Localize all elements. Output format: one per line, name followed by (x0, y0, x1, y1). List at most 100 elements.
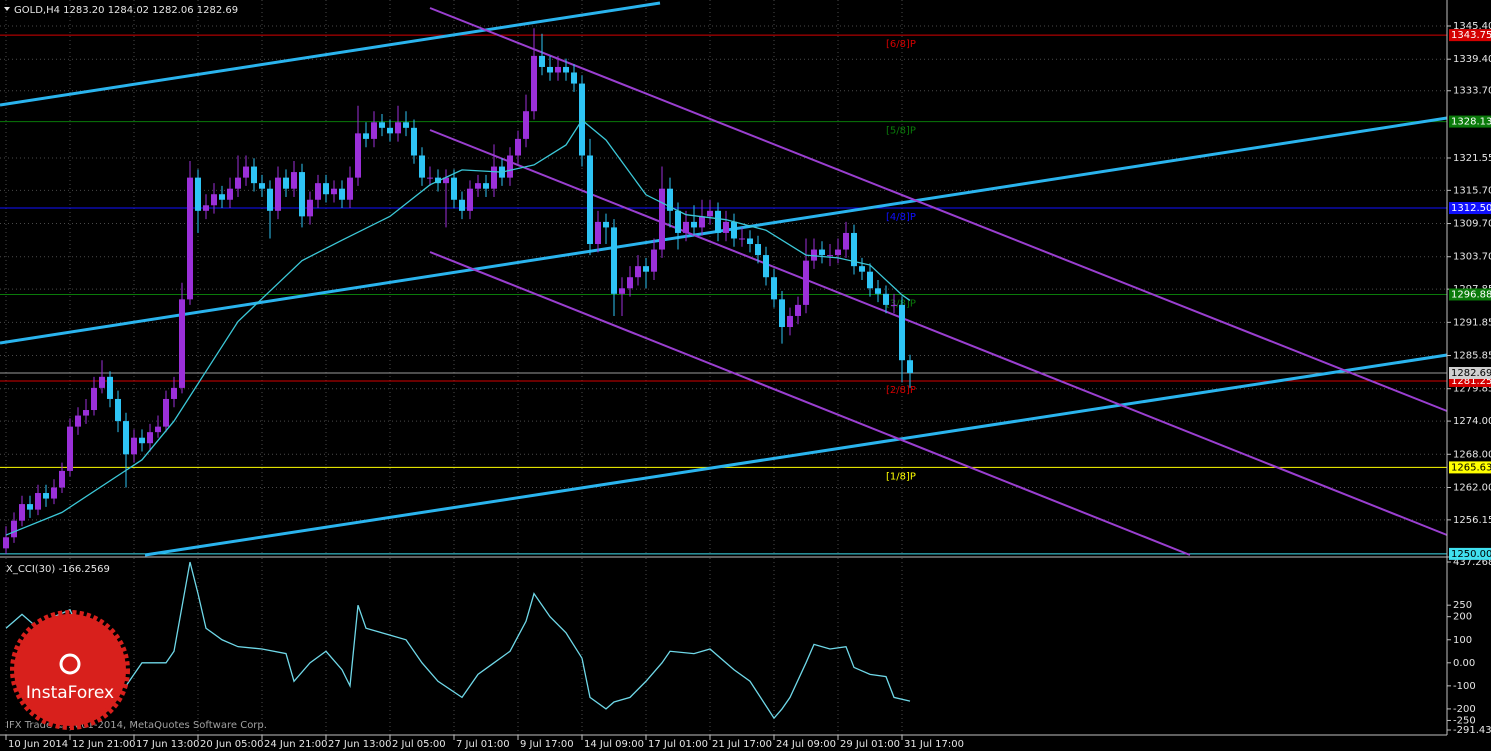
candle-body (35, 493, 41, 510)
close: 1282.69 (197, 5, 238, 16)
trend-line (144, 353, 1448, 557)
candle-body (571, 72, 577, 84)
candle-body (475, 183, 481, 189)
y-tick-label: 1345.40 (1453, 21, 1491, 32)
candle-body (603, 221, 609, 228)
candle-body (507, 155, 513, 178)
candle-body (427, 177, 433, 179)
y-tick-label: 200 (1453, 612, 1472, 623)
candle-body (59, 470, 65, 488)
y-tick-label: 1285.85 (1453, 351, 1491, 362)
candle-body (483, 183, 489, 189)
symbol: GOLD,H4 (14, 5, 60, 16)
channel-line (429, 129, 1448, 536)
logo-icon (59, 653, 81, 675)
y-tick-label: 1291.85 (1453, 317, 1491, 328)
level-price-label: 1312.50 (1451, 203, 1491, 214)
candle-body (811, 249, 817, 261)
candle-body (443, 177, 449, 184)
candle-body (907, 360, 913, 374)
candle-body (11, 520, 17, 538)
level-label: [1/8]P (886, 471, 916, 482)
x-tick-label: 20 Jun 05:00 (200, 739, 264, 750)
y-tick-label: 1274.00 (1453, 416, 1491, 427)
candle-body (635, 266, 641, 278)
logo-badge (10, 610, 130, 730)
menu-arrow[interactable] (4, 7, 10, 11)
candle-body (115, 398, 121, 422)
x-tick-label: 27 Jun 13:00 (328, 739, 392, 750)
candle-body (275, 177, 281, 211)
candle-body (43, 493, 49, 499)
candle-body (627, 277, 633, 289)
candle-body (819, 249, 825, 256)
level-price-box (1449, 202, 1491, 215)
candle-body (451, 177, 457, 200)
indicator-header: X_CCI(30) -166.2569 (6, 564, 110, 575)
x-tick-label: 17 Jul 01:00 (648, 739, 708, 750)
level-price-label: 1250.00 (1451, 549, 1491, 560)
candle-body (619, 288, 625, 294)
x-tick-label: 14 Jul 09:00 (584, 739, 644, 750)
candle-body (131, 437, 137, 455)
y-tick-label: -291.4354 (1453, 725, 1491, 736)
candle-body (107, 376, 113, 399)
candle-body (139, 437, 145, 444)
level-price-box (1449, 461, 1491, 474)
candle-body (707, 210, 713, 217)
candle-body (363, 133, 369, 139)
level-price-box (1449, 288, 1491, 301)
candle-body (739, 238, 745, 240)
candle-body (763, 255, 769, 278)
candle-body (691, 221, 697, 228)
candle-body (555, 66, 561, 73)
x-tick-label: 10 Jun 2014 (8, 739, 68, 750)
candle-body (83, 410, 89, 416)
x-tick-label: 31 Jul 17:00 (904, 739, 964, 750)
level-label: [6/8]P (886, 39, 916, 50)
candle-body (51, 487, 57, 499)
candle-body (883, 293, 889, 305)
candle-body (491, 166, 497, 189)
logo-text: InstaForex (26, 683, 114, 703)
candle-body (243, 166, 249, 178)
y-tick-label: 0.00 (1453, 658, 1475, 669)
level-price-box (1449, 547, 1491, 560)
candle-body (211, 194, 217, 206)
candle-body (227, 188, 233, 200)
y-tick-label: 1315.70 (1453, 185, 1491, 196)
candle-body (827, 255, 833, 257)
candle-body (307, 199, 313, 217)
candle-body (323, 183, 329, 195)
channel-line (429, 251, 1191, 556)
y-tick-label: 1333.70 (1453, 86, 1491, 97)
candle-body (699, 216, 705, 228)
marks (3, 28, 913, 720)
candle-body (859, 266, 865, 272)
candle-body (539, 55, 545, 67)
level-price-box (1449, 115, 1491, 128)
y-tick-label: 1303.70 (1453, 252, 1491, 263)
candle-body (547, 66, 553, 73)
y-tick-label: -250 (1453, 715, 1476, 726)
candle-body (195, 177, 201, 211)
x-tick-label: 24 Jun 21:00 (264, 739, 328, 750)
low: 1282.06 (152, 5, 193, 16)
candle-body (147, 432, 153, 444)
candle-body (587, 155, 593, 245)
candle-body (787, 315, 793, 328)
candle-body (835, 249, 841, 256)
candle-body (875, 288, 881, 294)
candle-body (675, 210, 681, 233)
candle-body (123, 421, 129, 455)
candle-body (371, 122, 377, 139)
candle-body (795, 304, 801, 316)
channel-line (429, 7, 1448, 412)
indicator-name: X_CCI(30) (6, 564, 55, 575)
candle-body (67, 426, 73, 471)
candle-body (891, 304, 897, 306)
candle-body (235, 177, 241, 189)
candle-body (347, 177, 353, 200)
candle-body (155, 426, 161, 433)
